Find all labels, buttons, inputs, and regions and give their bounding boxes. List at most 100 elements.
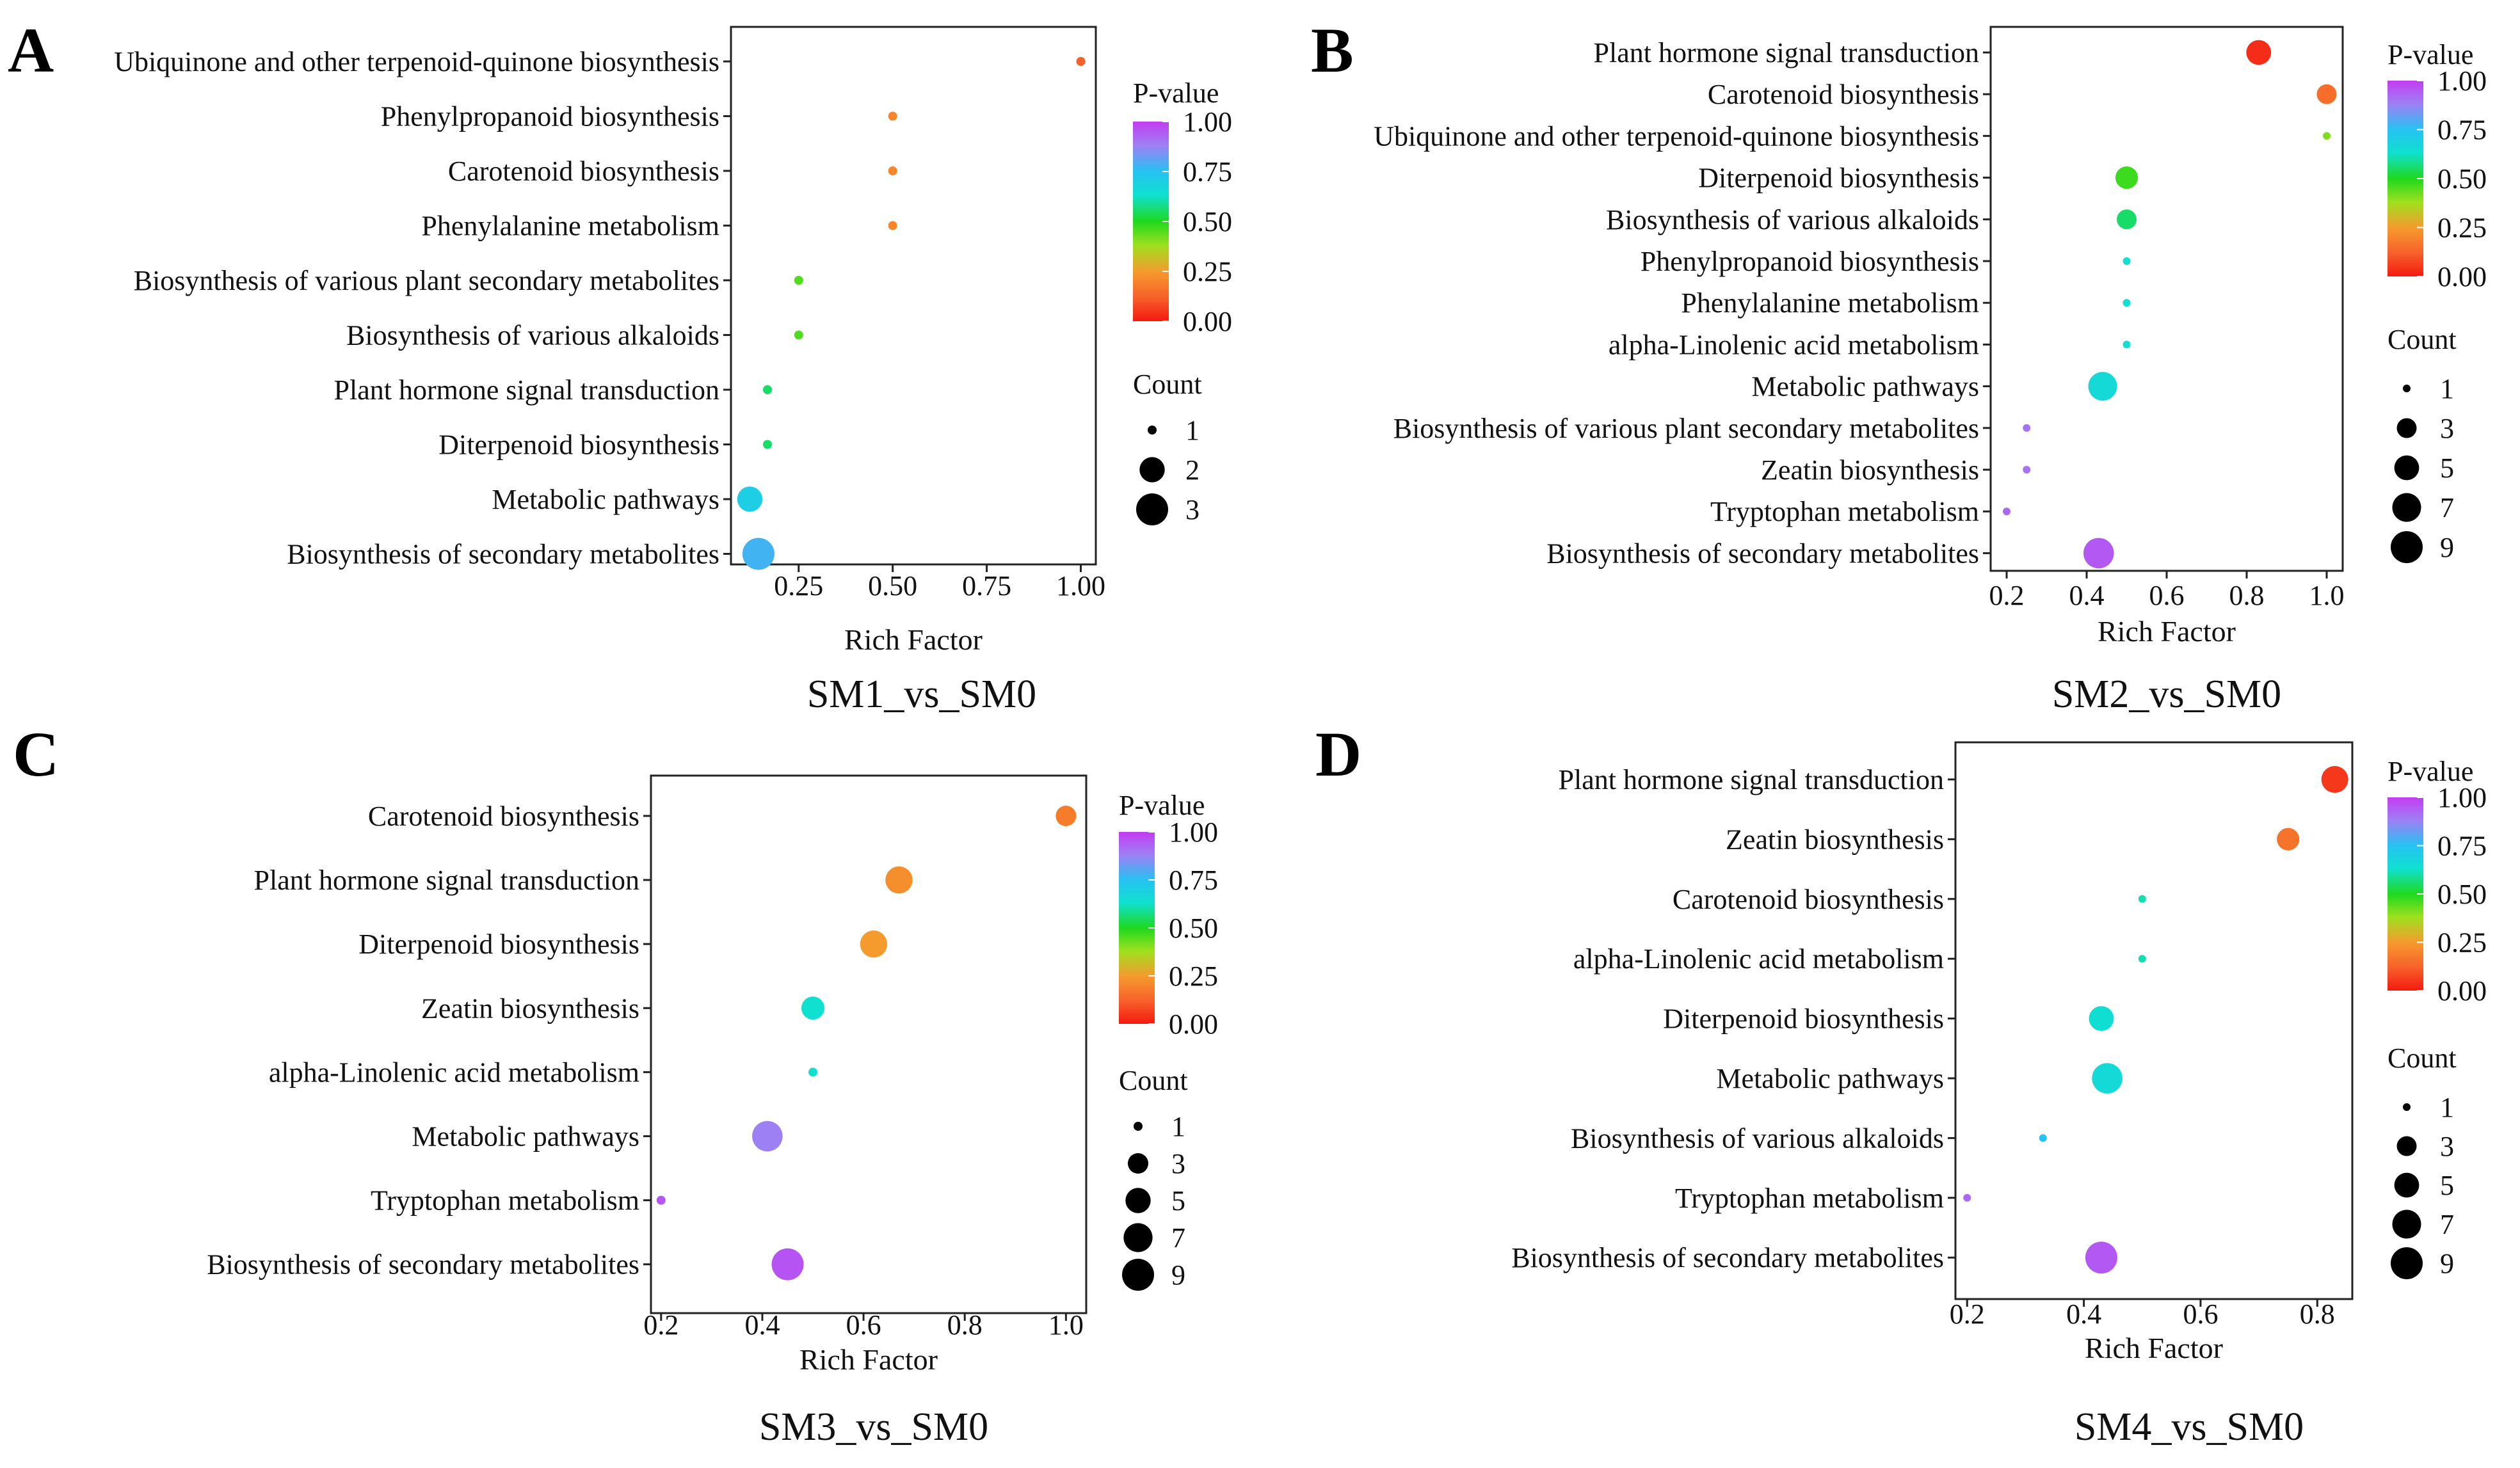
x-tick-label: 0.4	[2069, 580, 2105, 611]
data-point	[2083, 538, 2114, 569]
count-legend-label: 2	[1185, 454, 1200, 486]
colorbar-tick-label: 0.75	[2437, 115, 2487, 146]
points-d	[1963, 766, 2348, 1274]
colorbar-ticks-c: 1.00 0.75 0.50 0.25 0.00	[1148, 817, 1218, 1040]
category-label: Plant hormone signal transduction	[334, 374, 719, 406]
count-legend-label: 7	[2440, 492, 2454, 523]
count-legend-b: 1 3 5 7 9	[2391, 373, 2454, 563]
data-point	[2123, 257, 2131, 265]
data-point	[1076, 57, 1086, 66]
category-label: Biosynthesis of secondary metabolites	[207, 1249, 639, 1281]
category-label: Ubiquinone and other terpenoid-quinone b…	[1374, 120, 1979, 152]
count-legend-label: 5	[2440, 1170, 2454, 1201]
x-tick-label: 0.2	[1989, 580, 2025, 611]
count-legend-dot	[1148, 426, 1157, 435]
category-label: Zeatin biosynthesis	[1761, 454, 1979, 486]
colorbar-tick-label: 0.50	[1183, 206, 1232, 237]
x-tick-label: 0.6	[2149, 580, 2185, 611]
panel-letter-d: D	[1315, 719, 1361, 790]
points-b	[2003, 40, 2337, 569]
x-tick-label: 0.2	[1950, 1298, 1985, 1330]
count-legend-label: 3	[1171, 1148, 1185, 1179]
count-legend-label: 9	[1171, 1259, 1185, 1291]
x-tick-label: 0.8	[2229, 580, 2265, 611]
x-tick-label: 0.25	[774, 570, 823, 602]
category-label: alpha-Linolenic acid metabolism	[1609, 329, 1979, 360]
colorbar-tick-label: 0.50	[2437, 879, 2487, 910]
category-label: Diterpenoid biosynthesis	[1663, 1003, 1944, 1035]
pvalue-legend-title-d: P-value	[2388, 756, 2473, 787]
x-ticks-c: 0.2 0.4 0.6 0.8 1.0	[643, 1309, 1084, 1341]
data-point	[2321, 766, 2348, 793]
panel-title-b: SM2_vs_SM0	[2052, 673, 2281, 716]
category-label: Biosynthesis of various alkaloids	[1606, 204, 1979, 235]
colorbar-tick-label: 0.25	[2437, 212, 2487, 244]
data-point	[752, 1121, 783, 1152]
panel-letter-a: A	[8, 15, 54, 86]
count-legend-dot	[2391, 531, 2423, 563]
category-label: Diterpenoid biosynthesis	[1698, 163, 1979, 194]
category-label: Metabolic pathways	[412, 1121, 639, 1153]
data-point	[2089, 1006, 2114, 1031]
x-tick-label: 0.75	[962, 570, 1011, 602]
count-legend-d: 1 3 5 7 9	[2391, 1092, 2454, 1279]
x-ticks-b: 0.2 0.4 0.6 0.8 1.0	[1989, 571, 2345, 611]
colorbar-tick-label: 0.00	[2437, 975, 2487, 1007]
category-label: Diterpenoid biosynthesis	[438, 429, 719, 461]
x-axis-label-d: Rich Factor	[2085, 1332, 2223, 1364]
x-tick-label: 0.4	[744, 1309, 780, 1341]
category-labels-d: Plant hormone signal transduction Zeatin …	[1511, 764, 1955, 1273]
count-legend-dot	[2392, 1209, 2421, 1239]
colorbar-tick-label: 1.00	[1183, 106, 1232, 138]
category-label: Phenylpropanoid biosynthesis	[381, 101, 719, 132]
x-ticks-a: 0.25 0.50 0.75 1.00	[774, 564, 1105, 602]
colorbar-ticks-d: 1.00 0.75 0.50 0.25 0.00	[2417, 782, 2487, 1007]
count-legend-c: 1 3 5 7 9	[1122, 1111, 1185, 1291]
x-tick-label: 1.00	[1056, 570, 1105, 602]
count-legend-label: 9	[2440, 1248, 2454, 1279]
count-legend-dot	[2392, 493, 2421, 522]
count-legend-label: 3	[1185, 494, 1200, 525]
data-point	[2023, 466, 2031, 474]
panel-a: A Ubiquinone and other terpenoid-quinone…	[8, 15, 1232, 716]
data-point	[2316, 84, 2337, 104]
data-point	[888, 111, 897, 121]
x-tick-label: 1.0	[2309, 580, 2345, 611]
count-legend-label: 5	[1171, 1185, 1185, 1217]
category-label: Phenylalanine metabolism	[421, 211, 719, 242]
count-legend-label: 5	[2440, 452, 2454, 484]
panel-letter-c: C	[13, 719, 59, 790]
category-label: Ubiquinone and other terpenoid-quinone b…	[114, 46, 719, 77]
data-point	[2246, 40, 2272, 65]
category-label: Carotenoid biosynthesis	[1708, 79, 1979, 110]
category-label: Metabolic pathways	[492, 484, 719, 515]
data-point	[860, 930, 888, 958]
count-legend-label: 1	[1171, 1111, 1185, 1142]
category-labels-b: Plant hormone signal transduction Caroten…	[1374, 37, 1991, 569]
count-legend-label: 3	[2440, 1131, 2454, 1162]
panel-d: D Plant hormone signal transduction Zeati…	[1315, 719, 2487, 1449]
data-point	[1963, 1193, 1971, 1202]
category-label: Metabolic pathways	[1716, 1063, 1944, 1094]
plot-frame-a	[730, 26, 1097, 566]
count-legend-dot	[2394, 1172, 2420, 1198]
data-point	[2088, 372, 2117, 401]
pvalue-legend-title-a: P-value	[1133, 77, 1219, 109]
category-label: Biosynthesis of various plant secondary …	[1393, 413, 1979, 444]
data-point	[2277, 827, 2300, 850]
category-label: Biosynthesis of various alkaloids	[346, 320, 719, 351]
colorbar-ticks-b: 1.00 0.75 0.50 0.25 0.00	[2417, 65, 2487, 292]
category-label: Tryptophan metabolism	[1710, 496, 1979, 527]
category-label: Biosynthesis of secondary metabolites	[1546, 538, 1979, 569]
count-legend-label: 1	[2440, 1092, 2454, 1123]
x-tick-label: 0.8	[947, 1309, 983, 1341]
panel-letter-b: B	[1311, 15, 1354, 86]
count-legend-label: 3	[2440, 413, 2454, 444]
category-label: Zeatin biosynthesis	[1726, 824, 1944, 855]
data-point	[2115, 166, 2139, 189]
category-label: Biosynthesis of secondary metabolites	[1511, 1242, 1944, 1273]
count-legend-dot	[2403, 1103, 2411, 1111]
plot-frame-c	[650, 774, 1087, 1314]
count-legend-dot	[1136, 493, 1168, 525]
x-tick-label: 1.0	[1048, 1309, 1084, 1341]
